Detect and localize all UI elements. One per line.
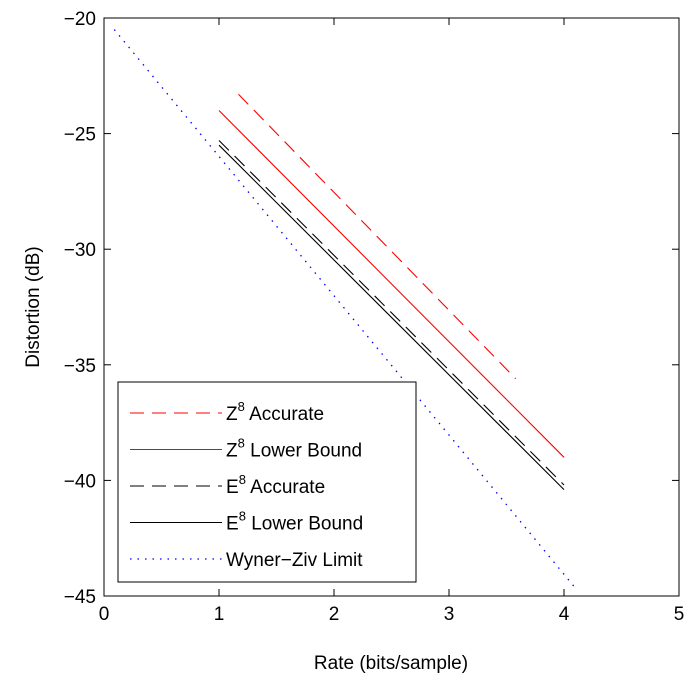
x-axis-label: Rate (bits/sample): [314, 653, 468, 674]
x-tick-label: 0: [99, 604, 110, 625]
x-tick-label: 1: [214, 604, 225, 625]
legend-label-2: E8 Accurate: [226, 472, 325, 498]
series-line-3: [218, 144, 565, 490]
y-tick-label: −45: [64, 587, 96, 608]
plot-frame: [103, 17, 680, 597]
legend-box: [117, 381, 417, 583]
series-line-1: [218, 110, 565, 458]
series-layer: [113, 29, 575, 588]
y-tick-label: −25: [64, 125, 96, 146]
y-axis-label: Distortion (dB): [23, 246, 44, 367]
series-line-4: [113, 29, 575, 588]
x-tick-label: 5: [674, 604, 685, 625]
legend-label-4: Wyner−Ziv Limit: [226, 550, 363, 571]
series-line-0: [238, 93, 517, 380]
x-tick-label: 2: [329, 604, 340, 625]
y-tick-label: −40: [64, 471, 96, 492]
x-tick-label: 3: [444, 604, 455, 625]
x-tick-label: 4: [559, 604, 570, 625]
y-tick-label: −35: [64, 356, 96, 377]
legend-label-1: Z8 Lower Bound: [226, 436, 362, 462]
legend-label-0: Z8 Accurate: [226, 399, 324, 425]
legend-label-3: E8 Lower Bound: [226, 509, 363, 535]
legend: Z8 Accurate Z8 Lower Bound E8 Accurate E8 L…: [117, 381, 417, 583]
series-line-2: [218, 140, 565, 486]
y-tick-label: −20: [64, 9, 96, 30]
y-tick-label: −30: [64, 240, 96, 261]
ticks-layer: 0 1 2 3 4 5 −45 −40 −35 −30 −25 −20: [64, 9, 685, 625]
